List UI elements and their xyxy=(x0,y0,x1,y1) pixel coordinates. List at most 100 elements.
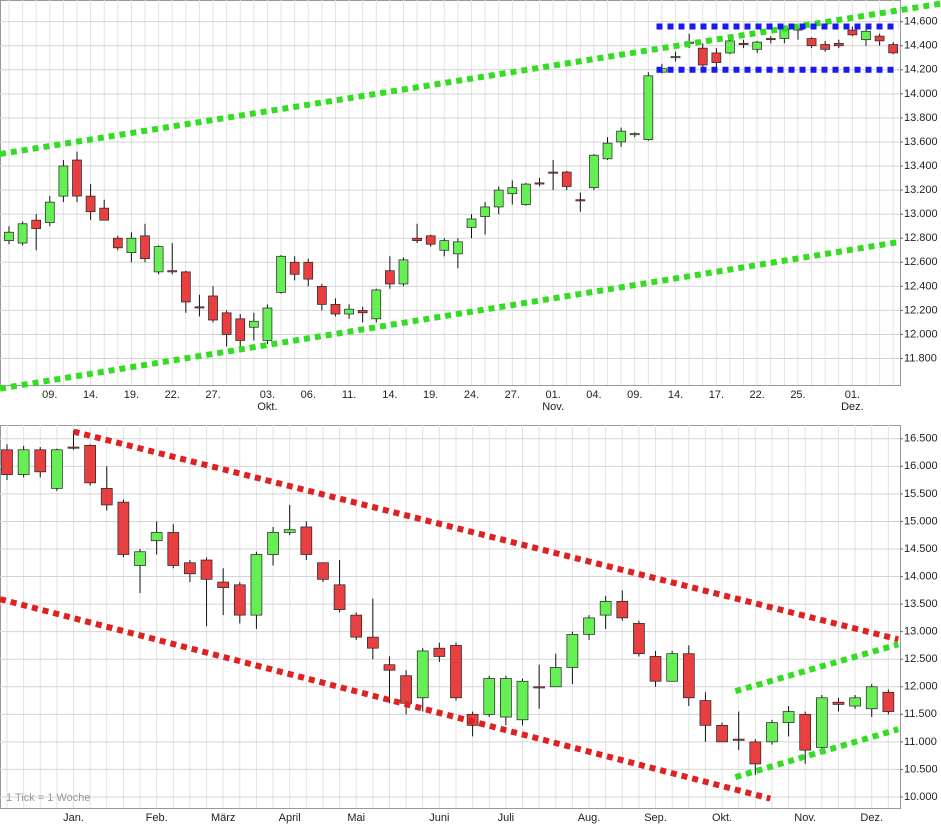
candle-body xyxy=(534,182,545,185)
candle-body xyxy=(450,645,462,699)
candles xyxy=(4,25,899,347)
x-group-label: Dez. xyxy=(841,401,864,413)
candle-body xyxy=(51,449,63,489)
candle-body xyxy=(250,554,263,616)
candle-body xyxy=(847,29,858,36)
candle-body xyxy=(233,584,246,616)
candle-body xyxy=(500,678,512,718)
candle-body xyxy=(300,526,313,555)
x-tick-label: 24. xyxy=(464,389,479,401)
y-tick-label: 13.200 xyxy=(904,184,938,196)
candle-body xyxy=(194,306,205,309)
candle-body xyxy=(126,237,137,254)
candle-body xyxy=(221,312,232,335)
candle-body xyxy=(533,686,545,689)
candle-body xyxy=(330,304,341,315)
candle-body xyxy=(725,40,735,54)
y-tick-label: 11.500 xyxy=(904,708,937,720)
y-tick-label: 14.500 xyxy=(904,543,938,555)
y-tick-label: 13.800 xyxy=(904,112,938,124)
y-tick-label: 14.400 xyxy=(904,40,938,52)
candle-body xyxy=(711,52,722,63)
candle-body xyxy=(433,647,446,657)
x-tick-label: Nov. xyxy=(794,812,816,824)
candle-body xyxy=(882,691,895,712)
candle-body xyxy=(262,307,273,341)
candle-body xyxy=(682,653,695,699)
candle-body xyxy=(752,41,763,50)
candle-body xyxy=(806,38,817,47)
candle-body xyxy=(117,501,130,555)
annotation: 1 Tick = 1 Woche xyxy=(6,792,90,804)
y-tick-label: 15.500 xyxy=(904,488,938,500)
x-tick-label: 06. xyxy=(301,389,316,401)
candle-body xyxy=(283,529,296,533)
candle-body xyxy=(100,488,113,506)
candle-body xyxy=(400,675,412,704)
candle-body xyxy=(85,195,96,213)
x-tick-label: 14. xyxy=(83,389,98,401)
y-tick-label: 12.200 xyxy=(904,304,938,316)
candle-body xyxy=(816,697,828,748)
y-tick-label: 13.000 xyxy=(904,626,938,638)
x-group-label: Nov. xyxy=(542,401,564,413)
candle-body xyxy=(180,271,191,303)
candle-body xyxy=(548,171,558,174)
candle-body xyxy=(738,42,749,45)
y-tick-label: 11.000 xyxy=(904,736,937,748)
y-tick-label: 14.000 xyxy=(904,88,938,100)
candle-body xyxy=(357,310,368,314)
candle-body xyxy=(874,35,885,42)
x-tick-label: Dez. xyxy=(860,812,883,824)
x-tick-label: 11. xyxy=(342,389,356,401)
y-tick-label: 12.000 xyxy=(904,681,938,693)
candle-body xyxy=(649,656,662,682)
y-tick-label: 11.800 xyxy=(904,352,937,364)
candle-body xyxy=(267,532,279,555)
plot-area xyxy=(0,0,901,386)
candle-body xyxy=(425,235,436,245)
candle-body xyxy=(466,218,477,228)
x-tick-label: Juli xyxy=(498,812,515,824)
candle-body xyxy=(849,697,861,707)
candle-body xyxy=(344,308,354,315)
candle-body xyxy=(99,207,110,221)
y-tick-label: 12.500 xyxy=(904,653,938,665)
candle-body xyxy=(134,551,146,566)
candle-body xyxy=(17,449,30,475)
candle-body xyxy=(367,636,379,649)
candle-body xyxy=(561,171,572,187)
trend-line xyxy=(72,428,900,643)
candle-body xyxy=(782,711,795,723)
candle-body xyxy=(643,75,654,140)
x-tick-label: 17. xyxy=(709,389,724,401)
candle-body xyxy=(583,617,595,635)
trend-line xyxy=(0,596,772,802)
y-tick-label: 12.600 xyxy=(904,256,938,268)
candle-body xyxy=(521,183,531,205)
candle-body xyxy=(1,449,13,475)
x-tick-label: 09. xyxy=(627,389,642,401)
candle-body xyxy=(303,261,314,280)
candle-body xyxy=(697,47,708,66)
candle-body xyxy=(150,532,163,542)
x-tick-label: 19. xyxy=(124,389,139,401)
candle-body xyxy=(31,219,42,229)
candle-body xyxy=(208,295,218,321)
candle-body xyxy=(820,44,831,50)
candle-body xyxy=(416,650,429,699)
x-tick-label: 22. xyxy=(750,389,765,401)
candle-body xyxy=(765,38,776,41)
x-tick-label: Juni xyxy=(429,812,449,824)
x-tick-label: Jan. xyxy=(63,812,84,824)
candle-body xyxy=(412,237,422,241)
candle-body xyxy=(589,154,599,189)
y-tick-label: 12.400 xyxy=(904,280,938,292)
candle-body xyxy=(276,255,286,293)
candles xyxy=(1,430,895,775)
candle-body xyxy=(493,189,504,208)
candle-body xyxy=(575,199,586,202)
candle-body xyxy=(699,700,712,726)
candle-body xyxy=(34,449,47,473)
candle-body xyxy=(833,42,844,47)
